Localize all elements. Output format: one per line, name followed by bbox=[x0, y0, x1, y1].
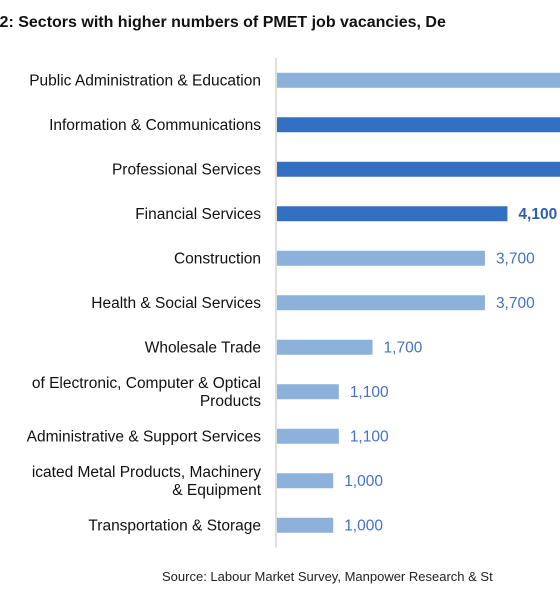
data-label: 4,100 bbox=[518, 206, 557, 223]
category-label: icated Metal Products, Machinery & Equipm… bbox=[32, 464, 262, 499]
category-label: Construction bbox=[174, 250, 261, 267]
category-label: Health & Social Services bbox=[91, 295, 261, 312]
bar bbox=[277, 250, 485, 266]
bar bbox=[277, 295, 485, 311]
category-label: Transportation & Storage bbox=[88, 517, 261, 534]
bar bbox=[277, 72, 560, 88]
bar bbox=[277, 161, 560, 177]
bar bbox=[277, 473, 334, 489]
bar bbox=[277, 428, 339, 444]
bar bbox=[277, 206, 508, 222]
chart-title: A2: Sectors with higher numbers of PMET … bbox=[0, 14, 446, 31]
data-label: 1,100 bbox=[350, 384, 389, 401]
category-label: Financial Services bbox=[135, 206, 261, 223]
data-label: 3,700 bbox=[496, 250, 535, 267]
category-label: Wholesale Trade bbox=[145, 339, 261, 356]
bar bbox=[277, 517, 334, 533]
category-label: Administrative & Support Services bbox=[27, 428, 262, 445]
data-label: 1,100 bbox=[350, 428, 389, 445]
data-label: 1,700 bbox=[384, 339, 423, 356]
data-label: 1,000 bbox=[344, 473, 383, 490]
data-label: 1,000 bbox=[344, 517, 383, 534]
category-label: Information & Communications bbox=[49, 117, 261, 134]
bar bbox=[277, 117, 560, 133]
category-label: of Electronic, Computer & Optical Product… bbox=[32, 375, 261, 410]
bar bbox=[277, 384, 339, 400]
data-label: 3,700 bbox=[496, 295, 535, 312]
category-label: Professional Services bbox=[112, 161, 261, 178]
bar bbox=[277, 339, 373, 355]
category-label: Public Administration & Education bbox=[29, 72, 261, 89]
chart-source: Source: Labour Market Survey, Manpower R… bbox=[162, 569, 493, 584]
